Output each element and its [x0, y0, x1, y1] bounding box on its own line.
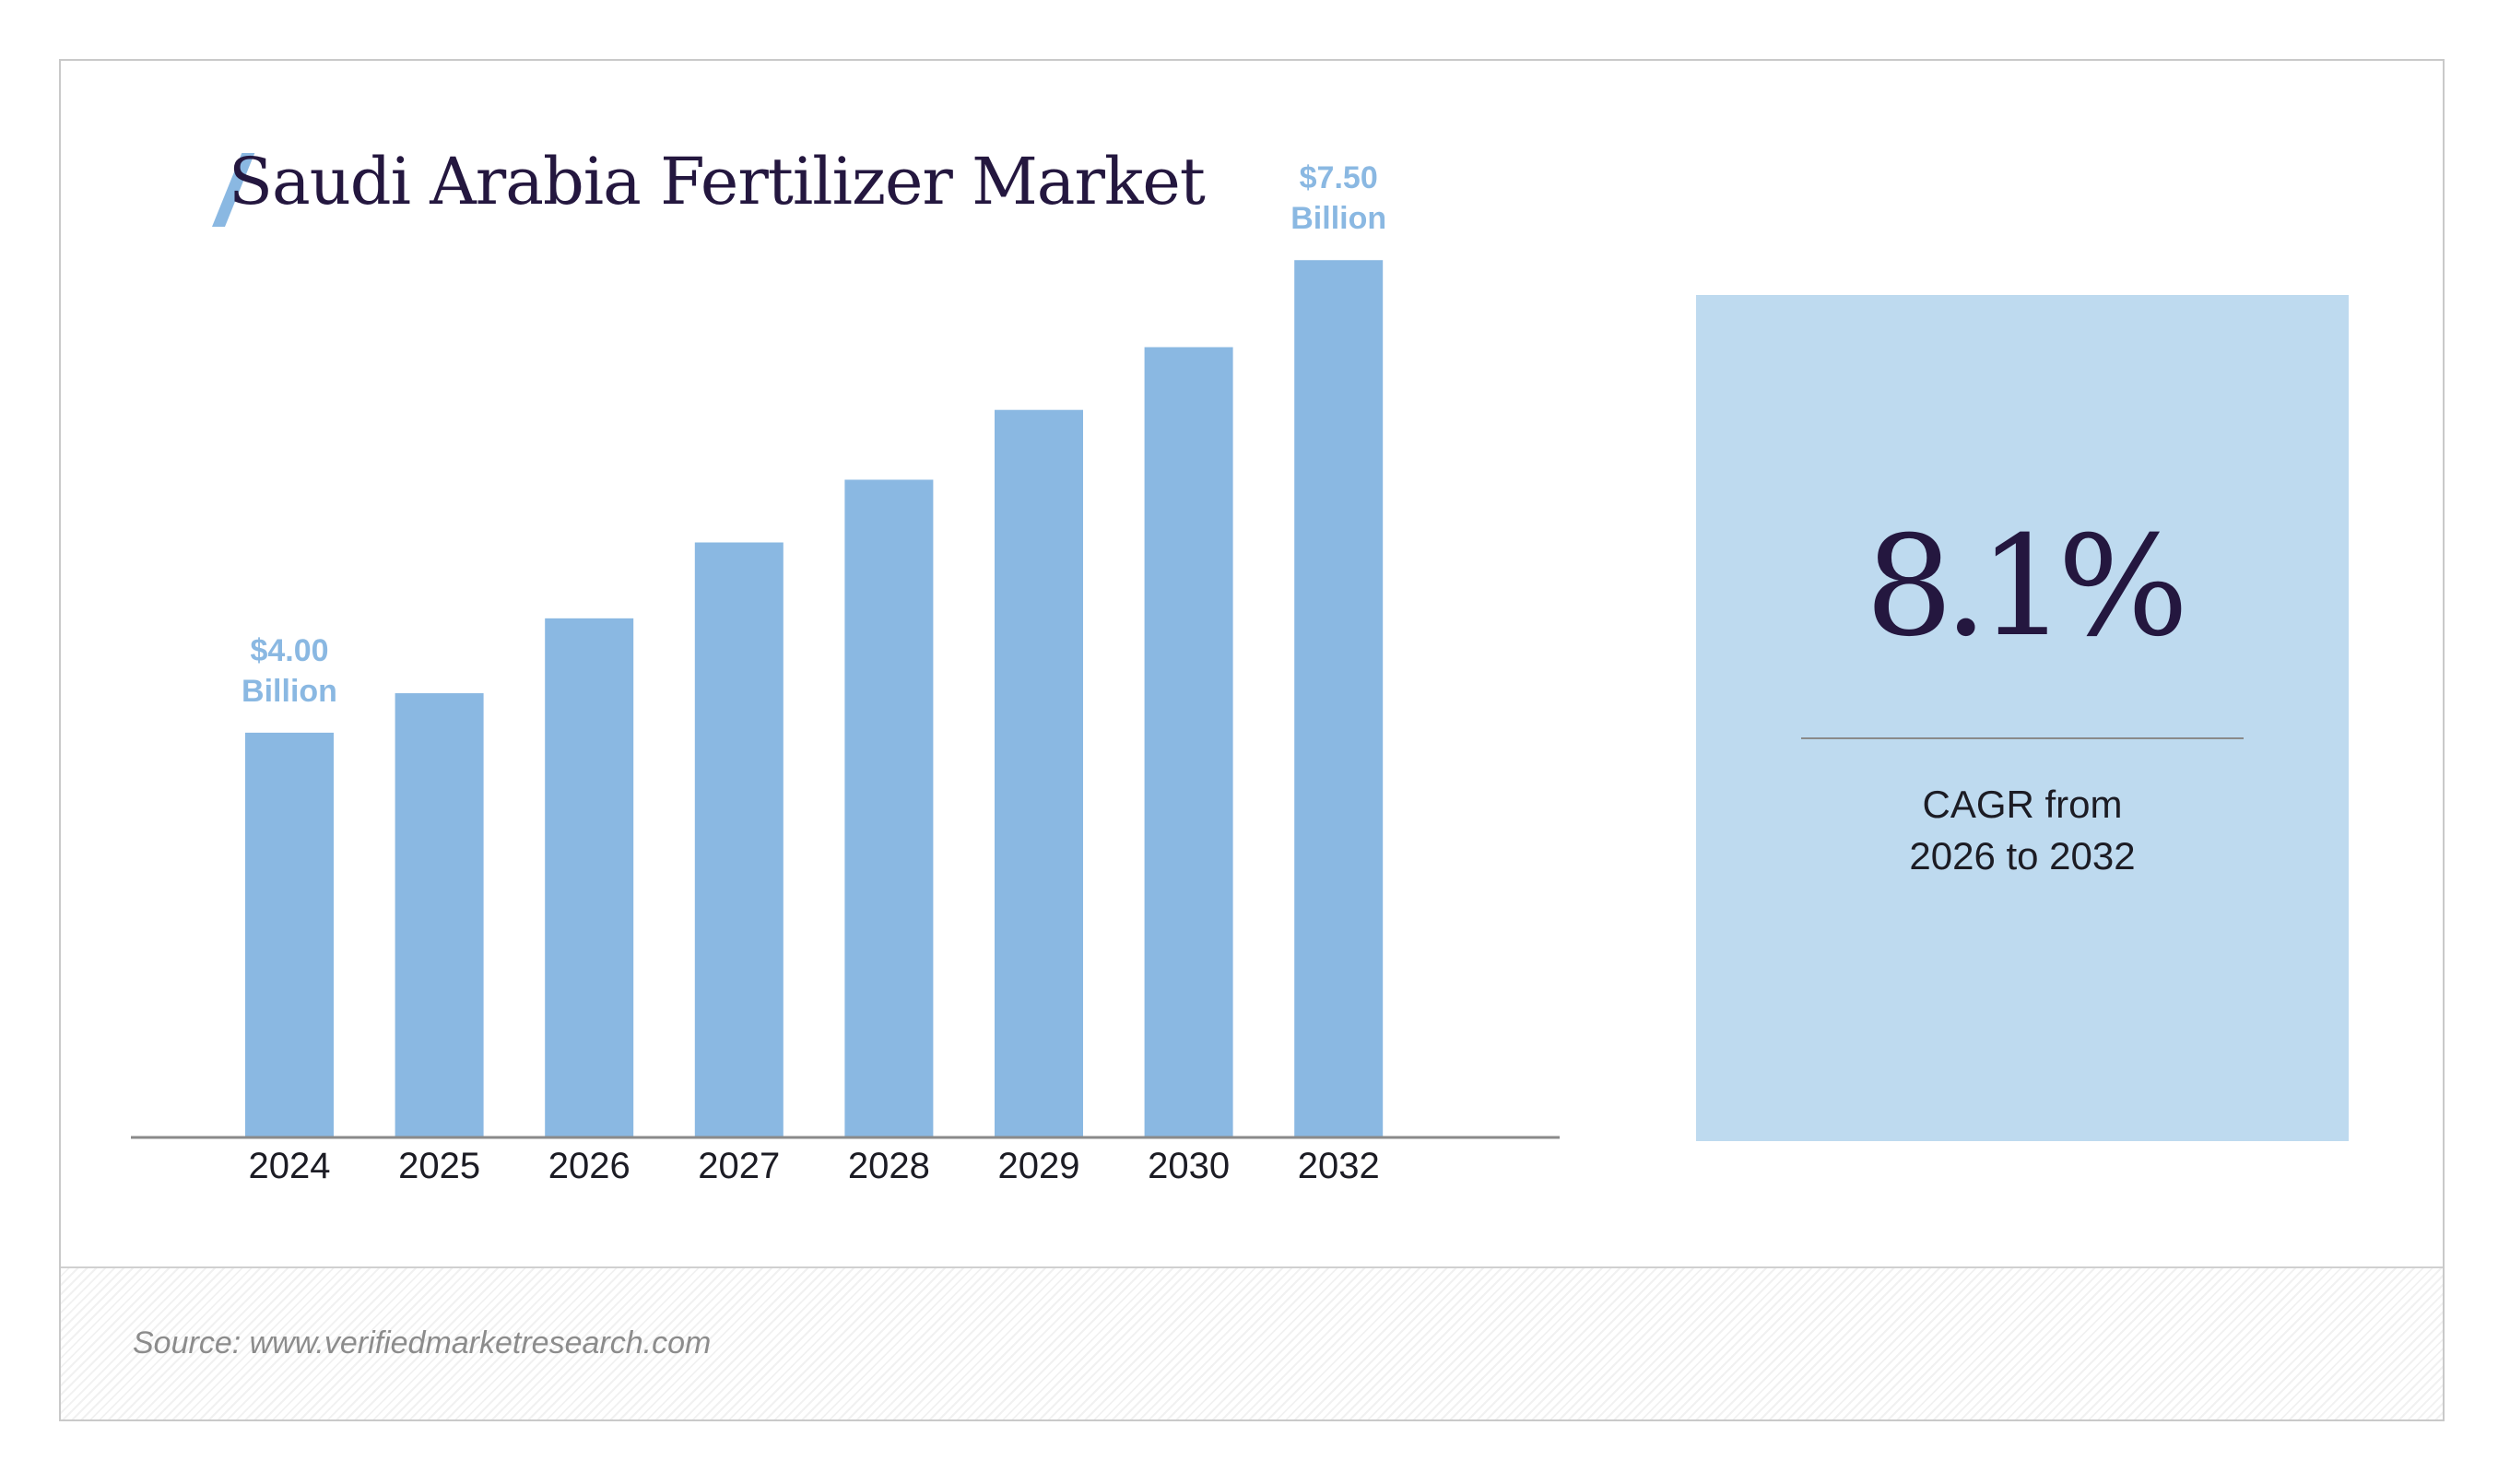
bar-2025: [395, 693, 484, 1137]
bar-2026: [545, 618, 634, 1137]
x-tick-label-2027: 2027: [698, 1146, 780, 1186]
x-tick-label-2028: 2028: [848, 1146, 930, 1186]
data-label-value-2024: $4.00: [250, 633, 328, 668]
x-tick-label-2032: 2032: [1298, 1146, 1380, 1186]
x-tick-label-2029: 2029: [998, 1146, 1080, 1186]
bar-chart: 2024 $4.00 Billion 2025 2026 2027 2028 2029 2030…: [131, 160, 1560, 1186]
data-label-unit-2024: Billion: [242, 674, 337, 709]
x-tick-label-2024: 2024: [249, 1146, 331, 1186]
cagr-divider: [1801, 737, 2244, 739]
cagr-label: CAGR from 2026 to 2032: [1696, 779, 2349, 882]
bar-2028: [844, 479, 934, 1137]
cagr-label-line2: 2026 to 2032: [1909, 834, 2136, 877]
x-tick-label-2026: 2026: [548, 1146, 630, 1186]
x-tick-label-2030: 2030: [1148, 1146, 1230, 1186]
source-text: Source: www.verifiedmarketresearch.com: [133, 1325, 712, 1360]
bar-2024: [245, 732, 334, 1137]
cagr-value: 8.1%: [1865, 507, 2188, 667]
bar-2032: [1294, 260, 1384, 1137]
data-label-value-2032: $7.50: [1300, 160, 1378, 195]
bar-2030: [1144, 347, 1233, 1137]
chart-title: Saudi Arabia Fertilizer Market: [229, 144, 1206, 219]
bar-2029: [995, 409, 1083, 1138]
data-label-unit-2032: Billion: [1290, 201, 1386, 236]
bar-2027: [694, 542, 784, 1137]
cagr-panel: 8.1% CAGR from 2026 to 2032: [1696, 295, 2349, 1141]
cagr-label-line1: CAGR from: [1922, 783, 2123, 826]
footer: Source: www.verifiedmarketresearch.com: [61, 1266, 2443, 1419]
chart-card: Saudi Arabia Fertilizer Market 2024 $4.00…: [59, 59, 2445, 1421]
x-tick-label-2025: 2025: [398, 1146, 480, 1186]
